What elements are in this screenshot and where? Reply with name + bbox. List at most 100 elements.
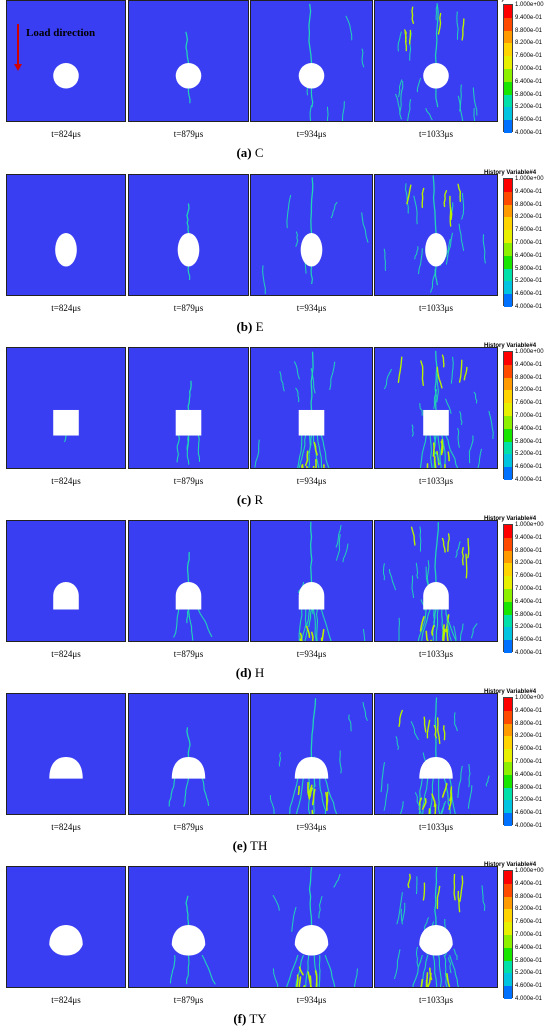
colorbar-tick-label: 9.400e-01 — [515, 14, 543, 21]
colorbar-labels: 1.000e+00 9.400e-01 8.800e-01 8.200e-01 7.60… — [515, 2, 550, 136]
crack-pattern — [269, 698, 368, 814]
colorbar-tick-label: 4.600e-01 — [515, 117, 543, 124]
colorbar-tick-label: 4.000e-01 — [515, 304, 543, 310]
colorbar-tick-label: 9.400e-01 — [515, 361, 543, 368]
colorbar-segment — [504, 813, 512, 826]
simulation-panel — [374, 866, 498, 988]
colorbar-segment — [504, 467, 512, 480]
colorbar-tick-label: 8.800e-01 — [515, 893, 543, 900]
colorbar-tick-label: 1.000e+00 — [515, 695, 544, 701]
colorbar — [503, 697, 513, 826]
colorbar-segment — [504, 390, 512, 404]
colorbar-segment — [504, 81, 512, 95]
caption-name: C — [254, 145, 264, 160]
colorbar-tick-label: 7.000e-01 — [515, 240, 543, 246]
colorbar-segment — [504, 640, 512, 653]
colorbar-segment — [504, 441, 512, 455]
colorbar-segment — [504, 94, 512, 108]
simulation-panel — [6, 0, 126, 122]
figure-a: t=824μs t=879μs t=934μs t=1033μs Load direct… — [0, 0, 550, 168]
load-direction-label: Load direction — [26, 27, 96, 39]
tunnel-opening — [55, 233, 77, 267]
colorbar-tick-label: 5.800e-01 — [515, 957, 543, 964]
colorbar-tick-label: 6.400e-01 — [515, 598, 543, 605]
crack-pattern — [53, 409, 79, 443]
simulation-panel — [128, 174, 249, 296]
colorbar-segment — [504, 537, 512, 551]
colorbar-segment — [504, 352, 512, 365]
colorbar-segment — [504, 973, 512, 987]
colorbar-tick-label: 4.600e-01 — [515, 291, 543, 298]
figure-caption: (d) H — [0, 665, 500, 681]
crack-pattern — [384, 350, 494, 468]
colorbar-segment — [504, 30, 512, 44]
colorbar-segment — [504, 56, 512, 69]
colorbar-tick-label: 5.800e-01 — [515, 265, 543, 272]
colorbar-tick-label: 5.200e-01 — [515, 104, 543, 111]
colorbar-segment — [504, 255, 512, 269]
colorbar-tick-label: 8.800e-01 — [515, 547, 543, 554]
colorbar-tick-label: 7.000e-01 — [515, 66, 543, 72]
time-label: t=879μs — [173, 995, 204, 1005]
simulation-panel — [128, 693, 249, 815]
colorbar-segment — [504, 947, 512, 961]
tunnel-opening — [423, 581, 449, 610]
colorbar-tick-label: 9.400e-01 — [515, 880, 543, 887]
simulation-panel — [250, 347, 373, 469]
tunnel-opening — [300, 233, 323, 267]
colorbar-segment — [504, 281, 512, 295]
colorbar-segment — [504, 428, 512, 442]
colorbar — [503, 178, 513, 307]
colorbar-segment — [504, 191, 512, 205]
colorbar-segment — [504, 415, 512, 429]
simulation-panel — [6, 347, 126, 469]
colorbar-segment — [504, 986, 512, 999]
colorbar-tick-label: 5.200e-01 — [515, 278, 543, 285]
colorbar-tick-label: 4.000e-01 — [515, 823, 543, 829]
tunnel-opening — [49, 925, 83, 956]
colorbar-segment — [504, 698, 512, 711]
colorbar-segment — [504, 576, 512, 589]
time-label: t=1033μs — [419, 995, 453, 1005]
crack-pattern — [55, 233, 77, 267]
colorbar-tick-label: 6.400e-01 — [515, 252, 543, 259]
colorbar-tick-label: 5.800e-01 — [515, 611, 543, 618]
caption-label: (a) — [236, 145, 252, 160]
colorbar-segment — [504, 922, 512, 935]
colorbar-segment — [504, 800, 512, 814]
crack-pattern — [49, 925, 83, 956]
tunnel-opening — [423, 409, 449, 436]
colorbar-segment — [504, 217, 512, 231]
colorbar-tick-label: 9.400e-01 — [515, 534, 543, 541]
crack-pattern — [383, 175, 486, 293]
simulation-panel — [128, 0, 249, 122]
colorbar-tick-label: 7.000e-01 — [515, 932, 543, 938]
colorbar — [503, 4, 513, 133]
colorbar-segment — [504, 242, 512, 256]
crack-pattern — [53, 581, 79, 610]
colorbar-title: History Variable#4 — [484, 862, 537, 868]
caption-label: (d) — [235, 665, 252, 680]
time-label: t=824μs — [51, 129, 81, 139]
colorbar-tick-label: 4.600e-01 — [515, 464, 543, 471]
colorbar-tick-label: 1.000e+00 — [515, 2, 544, 8]
colorbar-segment — [504, 710, 512, 724]
tunnel-opening — [294, 925, 329, 956]
simulation-panel — [374, 520, 498, 642]
caption-label: (c) — [236, 492, 252, 507]
crack-pattern — [173, 551, 213, 641]
crack-pattern — [168, 727, 210, 807]
caption-label: (f) — [233, 1011, 247, 1026]
crack-pattern — [262, 177, 369, 295]
crack-pattern — [394, 867, 486, 987]
colorbar-tick-label: 6.400e-01 — [515, 78, 543, 85]
colorbar-tick-label: 5.200e-01 — [515, 624, 543, 631]
colorbar-segment — [504, 871, 512, 884]
colorbar-segment — [504, 736, 512, 750]
colorbar-segment — [504, 403, 512, 416]
figure-caption: (c) R — [0, 492, 500, 508]
simulation-panel — [250, 693, 373, 815]
colorbar-segment — [504, 454, 512, 468]
colorbar-tick-label: 4.600e-01 — [515, 983, 543, 990]
colorbar-segment — [504, 204, 512, 218]
